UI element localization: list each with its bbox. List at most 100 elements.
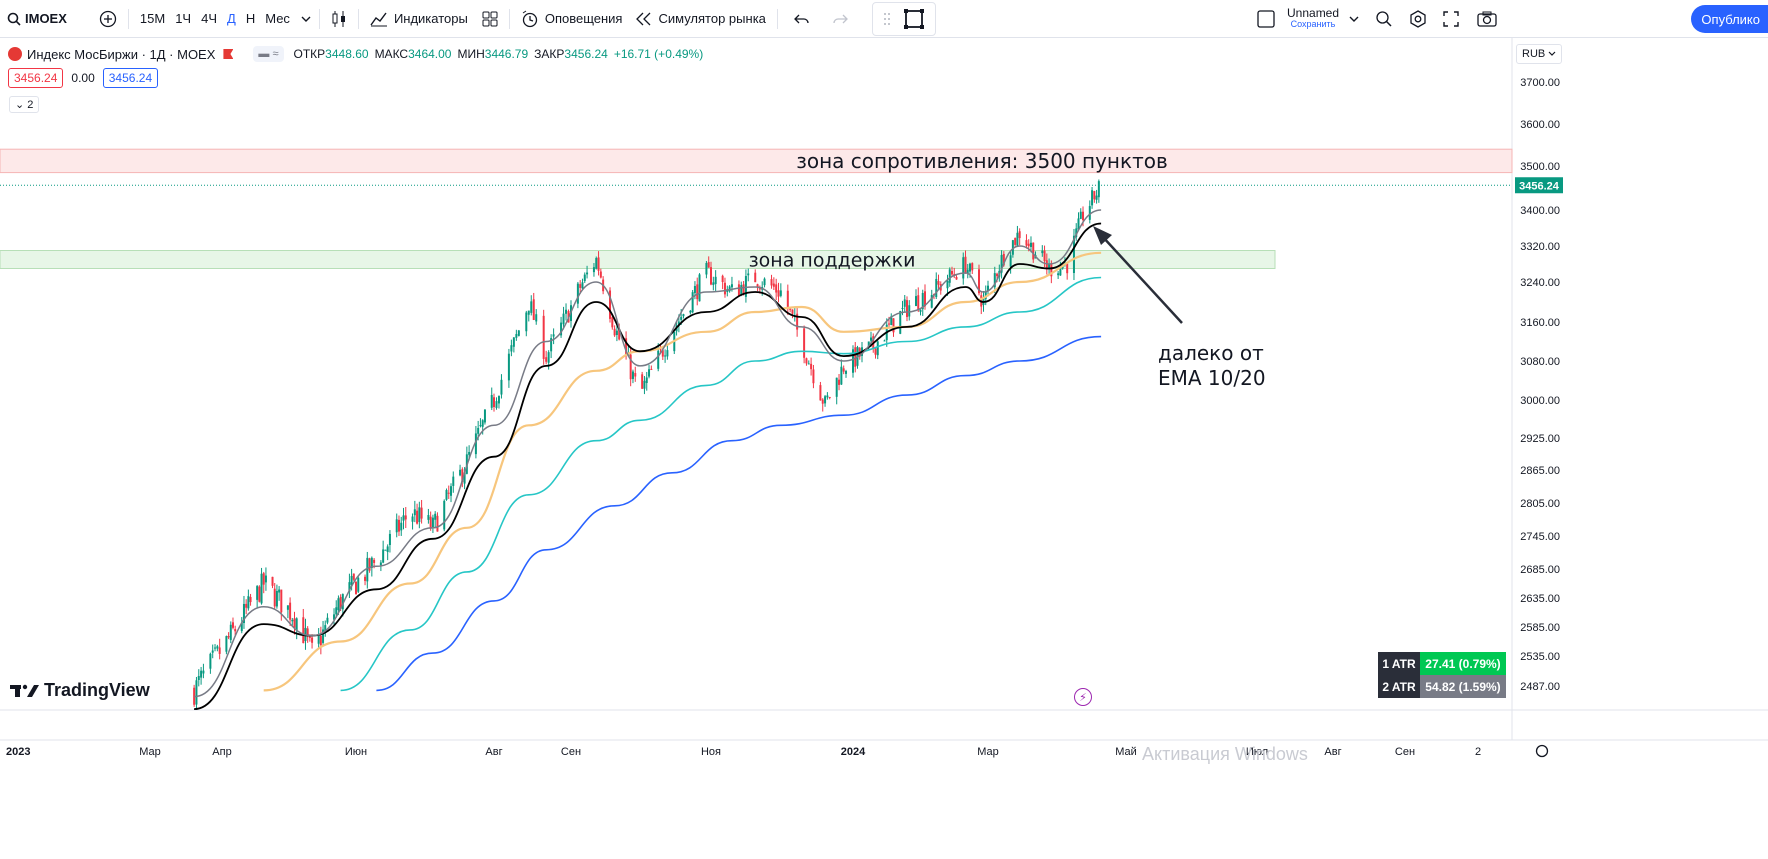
- templates-button[interactable]: [475, 0, 505, 38]
- candle-body: [758, 288, 761, 290]
- candle-body: [576, 283, 579, 304]
- quick-search-button[interactable]: [1368, 0, 1400, 38]
- candle-body: [552, 334, 555, 337]
- candle-body: [705, 262, 708, 275]
- chart-type-button[interactable]: [324, 0, 354, 38]
- candle-body: [517, 330, 520, 336]
- y-tick-label: 2535.00: [1520, 651, 1560, 663]
- candle-body: [447, 492, 450, 494]
- redo-button[interactable]: [822, 0, 858, 38]
- symbol-search[interactable]: IMOEX: [0, 0, 74, 38]
- candle-body: [824, 396, 827, 404]
- drag-handle-icon: [883, 12, 890, 25]
- candle-body: [256, 586, 259, 600]
- candle-body: [728, 286, 731, 292]
- support-annotation: зона поддержки: [749, 250, 916, 272]
- candle-body: [302, 617, 305, 644]
- candle-body: [348, 582, 351, 592]
- interval-button[interactable]: Н: [245, 11, 256, 26]
- candle-body: [1043, 250, 1046, 262]
- candle-body: [264, 575, 267, 583]
- candle-body: [1061, 265, 1064, 269]
- legend-toggle-pill[interactable]: ▬ ≈: [253, 46, 284, 62]
- candle-body: [500, 379, 503, 395]
- candle-body: [386, 546, 389, 552]
- candle-body: [306, 628, 309, 637]
- buy-price[interactable]: 3456.24: [102, 68, 159, 88]
- candle-body: [854, 347, 857, 367]
- candle-body: [468, 451, 471, 455]
- candle-body: [317, 634, 320, 644]
- flag-icon[interactable]: [223, 49, 234, 59]
- interval-button[interactable]: 4Ч: [201, 11, 218, 26]
- candle-body: [1000, 255, 1003, 273]
- candle-body: [946, 280, 949, 289]
- windows-activation-watermark: Активация Windows: [1142, 744, 1308, 764]
- interval-button[interactable]: Мес: [265, 11, 290, 26]
- candle-body: [770, 279, 773, 286]
- candle-body: [370, 557, 373, 568]
- interval-button[interactable]: Д: [227, 11, 236, 26]
- interval-button[interactable]: 15М: [139, 11, 166, 26]
- fullscreen-button[interactable]: [1436, 0, 1466, 38]
- x-tick-label: Авг: [1324, 746, 1341, 758]
- candle-body: [497, 396, 500, 404]
- lightning-icon[interactable]: ⚡: [1074, 688, 1092, 706]
- price-chart[interactable]: 3700.00 3600.00 3500.00 3400.00 3320.00 3240.…: [0, 38, 1768, 859]
- candle-body: [937, 281, 940, 285]
- interval-button[interactable]: 1Ч: [175, 11, 192, 26]
- candle-body: [677, 321, 680, 325]
- last-price-label: 3456.24: [1519, 180, 1560, 192]
- undo-button[interactable]: [782, 0, 822, 38]
- candle-body: [429, 516, 432, 529]
- drawing-toolbar-toggle[interactable]: [871, 1, 936, 36]
- candle-body: [777, 290, 780, 297]
- layout-name-button[interactable]: Unnamed Сохранить: [1280, 0, 1366, 38]
- y-tick-label: 3160.00: [1520, 317, 1560, 329]
- interval-dropdown[interactable]: [297, 0, 315, 38]
- layout-checkbox[interactable]: [1250, 0, 1282, 38]
- candle-body: [845, 371, 848, 374]
- gear-icon: [1410, 9, 1426, 28]
- x-tick-label: Июн: [345, 746, 367, 758]
- tradingview-logo[interactable]: TradingView: [10, 680, 150, 701]
- indicators-collapse-button[interactable]: ⌄ 2: [9, 96, 40, 113]
- x-tick-label: Мар: [139, 746, 161, 758]
- candle-body: [550, 338, 553, 352]
- candle-body: [324, 625, 327, 632]
- candle-body: [641, 374, 644, 389]
- replay-button[interactable]: Симулятор рынка: [629, 0, 772, 38]
- publish-button[interactable]: Опублико: [1691, 5, 1768, 33]
- candle-body: [1027, 243, 1030, 247]
- candle-body: [645, 377, 648, 384]
- candle-body: [874, 348, 877, 355]
- candle-body: [286, 605, 289, 610]
- search-icon: [7, 12, 21, 26]
- indicators-button[interactable]: Индикаторы: [363, 0, 475, 38]
- candle-body: [826, 395, 829, 398]
- legend-title[interactable]: Индекс МосБиржи · 1Д · MOEX: [27, 46, 216, 62]
- candle-body: [479, 425, 482, 427]
- candle-body: [835, 377, 838, 397]
- snapshot-button[interactable]: [1470, 0, 1504, 38]
- compare-button[interactable]: [92, 0, 124, 38]
- candle-body: [892, 318, 895, 333]
- currency-selector[interactable]: RUB: [1516, 44, 1562, 64]
- chevron-down-icon: [1349, 16, 1359, 22]
- candle-body: [791, 309, 794, 314]
- settings-button[interactable]: [1402, 0, 1434, 38]
- separator: [318, 8, 320, 29]
- candle-body: [810, 363, 813, 370]
- candle-body: [691, 292, 694, 313]
- chevron-down-icon: [301, 16, 311, 22]
- candle-body: [807, 363, 810, 365]
- sell-price[interactable]: 3456.24: [8, 68, 64, 88]
- candle-body: [599, 271, 602, 278]
- alerts-button[interactable]: Оповещения: [514, 0, 630, 38]
- indicators-count: 2: [27, 99, 34, 111]
- candle-body: [613, 328, 616, 336]
- alerts-label: Оповещения: [544, 11, 623, 26]
- axis-settings-icon[interactable]: [1535, 744, 1549, 758]
- candle-body: [319, 635, 322, 646]
- moex-logo-icon: [8, 47, 22, 61]
